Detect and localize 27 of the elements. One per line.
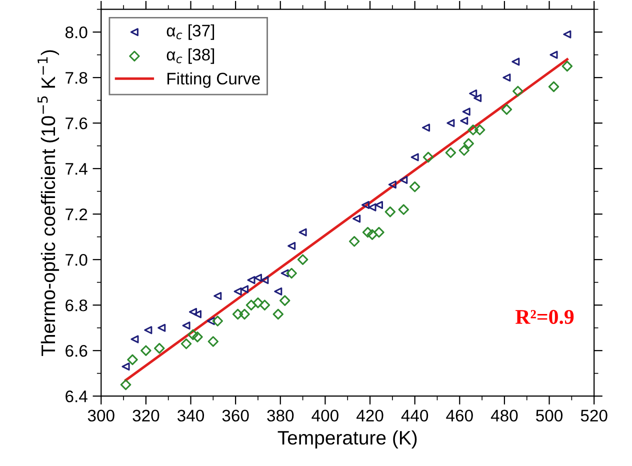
y-tick-label: 7.4: [66, 163, 88, 175]
legend-label: α$_{c}$ [37]: [166, 24, 214, 40]
x-tick-label: 400: [312, 410, 338, 422]
y-tick-label: 6.6: [66, 345, 88, 357]
annotation: R²=0.9: [516, 310, 574, 324]
x-tick-label: 340: [177, 410, 204, 422]
x-tick-label: 320: [132, 410, 160, 422]
x-tick-label: 480: [490, 410, 518, 422]
x-tick-label: 300: [88, 410, 114, 422]
y-tick-label: 7.8: [66, 72, 88, 84]
y-tick-label: 7.6: [66, 117, 88, 130]
x-tick-label: 440: [401, 410, 428, 422]
y-tick-label: 7.0: [66, 254, 88, 266]
x-axis-title: Temperature (K): [278, 430, 417, 449]
y-tick-label: 8.0: [65, 26, 88, 38]
x-tick-label: 360: [222, 410, 249, 422]
y-tick-label: 6.4: [66, 390, 88, 402]
legend-label: α$_{c}$ [38]: [166, 48, 214, 64]
y-tick-label: 6.8: [66, 299, 88, 312]
x-tick-label: 420: [356, 410, 384, 422]
x-tick-label: 500: [536, 410, 563, 422]
x-tick-label: 520: [580, 410, 608, 422]
y-tick-label: 7.2: [66, 208, 88, 220]
x-tick-label: 460: [446, 410, 473, 422]
y-axis-title: Thermo-optic coefficient (10$^{−5}$ K$^{−1}$): [38, 50, 60, 356]
x-tick-label: 380: [267, 410, 294, 422]
legend-label: Fitting Curve: [167, 72, 260, 88]
